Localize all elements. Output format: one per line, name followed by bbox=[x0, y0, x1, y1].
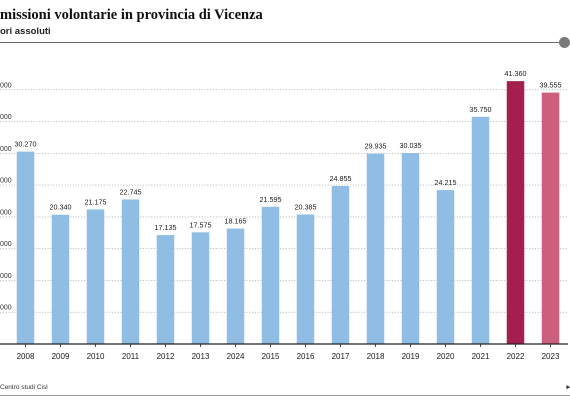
footer-rule bbox=[0, 395, 570, 396]
x-tick-label: 2019 bbox=[402, 352, 420, 361]
bar bbox=[366, 153, 385, 344]
data-label: 39.555 bbox=[540, 81, 562, 90]
data-label: 21.595 bbox=[260, 195, 282, 204]
data-label: 17.135 bbox=[155, 223, 177, 232]
publisher-logo: ▸ bbox=[566, 384, 570, 391]
x-tick-label: 2018 bbox=[367, 352, 385, 361]
bar bbox=[471, 116, 490, 345]
source-note: Centro studi Cisl bbox=[0, 384, 48, 391]
data-label: 41.360 bbox=[505, 69, 527, 78]
bar bbox=[16, 151, 35, 344]
data-label: 20.385 bbox=[295, 202, 317, 211]
bar bbox=[156, 235, 175, 344]
data-label: 29.935 bbox=[365, 142, 387, 151]
data-label-layer: 30.270 20.340 21.175 22.745 17.135 17.575 18.1… bbox=[15, 69, 562, 232]
bar-layer bbox=[16, 81, 560, 345]
bar bbox=[506, 81, 525, 345]
chart-title: missioni volontarie in provincia di Vice… bbox=[0, 7, 263, 23]
y-tick-label: 000 bbox=[0, 241, 12, 248]
x-tick-label: 2013 bbox=[192, 352, 210, 361]
header-rule bbox=[0, 42, 562, 43]
y-tick-label: 000 bbox=[0, 305, 12, 312]
x-tick-label: 2010 bbox=[87, 352, 105, 361]
data-label: 20.340 bbox=[50, 203, 72, 212]
bar bbox=[541, 92, 560, 344]
bar bbox=[261, 206, 280, 344]
data-label: 24.215 bbox=[435, 178, 457, 187]
y-tick-label: 000 bbox=[0, 178, 12, 185]
bar bbox=[121, 199, 140, 344]
bar bbox=[51, 214, 70, 344]
bar bbox=[296, 214, 315, 344]
data-label: 17.575 bbox=[190, 220, 212, 229]
bar bbox=[191, 232, 210, 344]
bar bbox=[401, 153, 420, 344]
data-label: 30.270 bbox=[15, 140, 37, 149]
y-tick-label: 000 bbox=[0, 209, 12, 216]
x-tick-label: 2008 bbox=[17, 352, 35, 361]
circle-icon bbox=[559, 37, 570, 48]
x-tick-label: 2012 bbox=[157, 352, 175, 361]
chart-subtitle: ori assoluti bbox=[0, 26, 51, 37]
x-tick-label: 2023 bbox=[542, 352, 560, 361]
bar bbox=[226, 228, 245, 344]
bar bbox=[86, 209, 105, 344]
data-label: 22.745 bbox=[120, 187, 142, 196]
x-tick-label: 2024 bbox=[227, 352, 245, 361]
data-label: 24.855 bbox=[330, 174, 352, 183]
x-tick-label: 2021 bbox=[472, 352, 490, 361]
x-tick-label: 2011 bbox=[122, 352, 140, 361]
data-label: 30.035 bbox=[400, 141, 422, 150]
y-tick-label: 000 bbox=[0, 146, 12, 153]
bar bbox=[331, 186, 350, 344]
x-tick-label: 2022 bbox=[507, 352, 525, 361]
data-label: 21.175 bbox=[85, 197, 107, 206]
y-tick-label: 000 bbox=[0, 273, 12, 280]
x-tick-label: 2009 bbox=[52, 352, 70, 361]
x-tick-label: 2015 bbox=[262, 352, 280, 361]
x-tick-label: 2017 bbox=[332, 352, 350, 361]
data-label: 18.165 bbox=[225, 217, 247, 226]
axis-layer: 000 000 000 000 000 000 000 000 2008 2009 2010 2011… bbox=[0, 82, 568, 361]
y-tick-label: 000 bbox=[0, 114, 12, 121]
bar bbox=[436, 190, 455, 344]
x-tick-label: 2016 bbox=[297, 352, 315, 361]
data-label: 35.750 bbox=[470, 105, 492, 114]
x-tick-label: 2020 bbox=[437, 352, 455, 361]
y-tick-label: 000 bbox=[0, 82, 12, 89]
